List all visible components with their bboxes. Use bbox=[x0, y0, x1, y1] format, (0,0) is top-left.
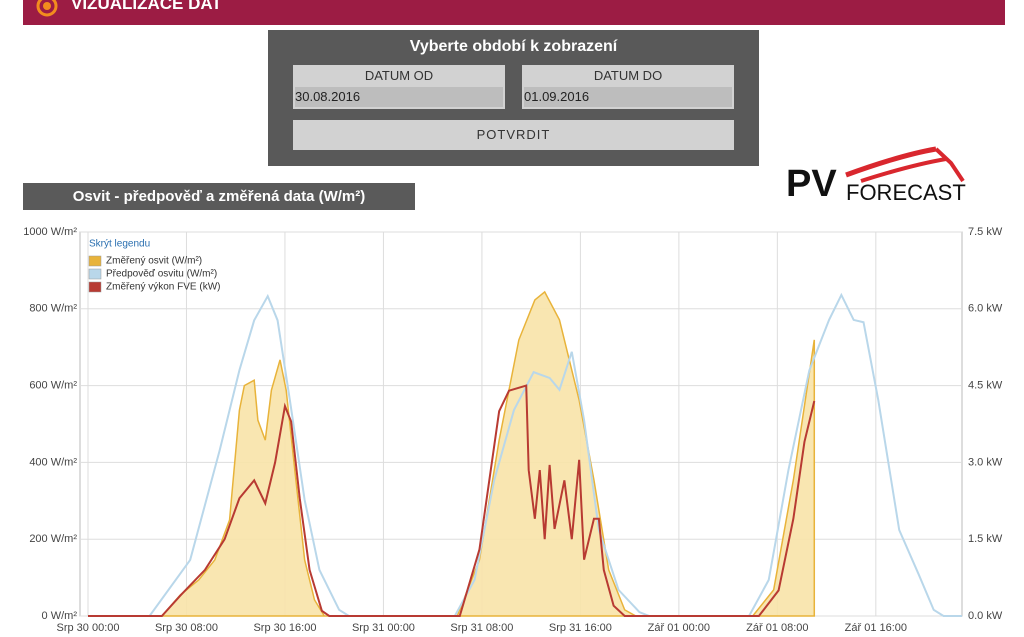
y2-tick-label: 1.5 kW bbox=[968, 533, 1003, 545]
x-tick-label: Srp 30 00:00 bbox=[57, 622, 120, 634]
x-tick-label: Srp 31 08:00 bbox=[450, 622, 513, 634]
line bbox=[88, 292, 962, 617]
logo: PV FORECAST bbox=[786, 145, 966, 207]
header-bar: VIZUALIZACE DAT bbox=[23, 0, 1005, 25]
y-tick-label: 600 W/m² bbox=[29, 380, 77, 392]
legend-label: Změřený výkon FVE (kW) bbox=[106, 282, 220, 293]
from-label: DATUM OD bbox=[293, 65, 505, 87]
y-tick-label: 200 W/m² bbox=[29, 533, 77, 545]
y-tick-label: 800 W/m² bbox=[29, 303, 77, 315]
x-tick-label: Zář 01 16:00 bbox=[845, 622, 907, 634]
logo-forecast: FORECAST bbox=[846, 180, 966, 205]
y2-tick-label: 7.5 kW bbox=[968, 226, 1003, 238]
chart-title: Osvit - předpověď a změřená data (W/m²) bbox=[23, 183, 415, 210]
y-tick-label: 400 W/m² bbox=[29, 456, 77, 468]
confirm-button[interactable]: POTVRDIT bbox=[293, 120, 734, 150]
x-tick-label: Srp 30 16:00 bbox=[253, 622, 316, 634]
legend-label: Předpověď osvitu (W/m²) bbox=[106, 269, 217, 280]
form-title: Vyberte období k zobrazení bbox=[409, 38, 618, 55]
to-label: DATUM DO bbox=[522, 65, 734, 87]
logo-pv: PV bbox=[786, 163, 837, 205]
legend-toggle: Skrýt legendu bbox=[89, 239, 150, 250]
y2-tick-label: 3.0 kW bbox=[968, 456, 1003, 468]
from-input[interactable]: 30.08.2016 bbox=[293, 87, 505, 109]
date-form: Vyberte období k zobrazení DATUM OD 30.0… bbox=[268, 30, 759, 166]
y-tick-label: 1000 W/m² bbox=[23, 226, 77, 238]
x-tick-label: Zář 01 00:00 bbox=[648, 622, 710, 634]
sun-icon bbox=[36, 0, 58, 17]
legend-swatch bbox=[88, 281, 102, 293]
to-input[interactable]: 01.09.2016 bbox=[522, 87, 734, 109]
x-tick-label: Zář 01 08:00 bbox=[746, 622, 808, 634]
legend-label: Změřený osvit (W/m²) bbox=[106, 256, 202, 267]
y-tick-label: 0 W/m² bbox=[42, 610, 78, 622]
line bbox=[88, 384, 816, 617]
legend-swatch bbox=[88, 255, 102, 267]
header-title: VIZUALIZACE DAT bbox=[71, 0, 222, 13]
logo-swoosh bbox=[845, 146, 965, 183]
x-tick-label: Srp 31 16:00 bbox=[549, 622, 612, 634]
y2-tick-label: 4.5 kW bbox=[968, 380, 1003, 392]
x-tick-label: Srp 31 00:00 bbox=[352, 622, 415, 634]
y2-tick-label: 6.0 kW bbox=[968, 303, 1003, 315]
legend-swatch bbox=[88, 268, 102, 280]
x-tick-label: Srp 30 08:00 bbox=[155, 622, 218, 634]
y2-tick-label: 0.0 kW bbox=[968, 610, 1003, 622]
